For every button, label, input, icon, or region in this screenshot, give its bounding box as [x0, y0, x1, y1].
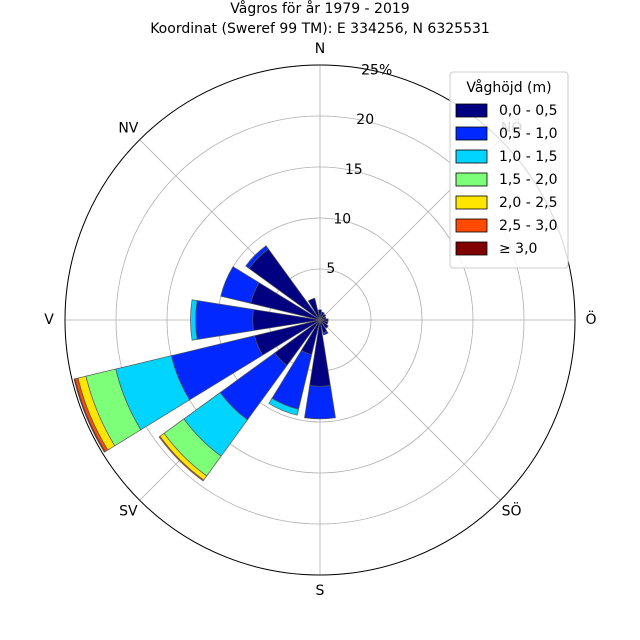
bar-segment-s-1 [304, 385, 336, 420]
radial-tick-label-5: 5 [326, 261, 335, 277]
chart-subtitle: Koordinat (Sweref 99 TM): E 334256, N 63… [150, 21, 490, 37]
bar-segment-ssv-2 [268, 397, 299, 416]
bar-segment-vnv-1 [220, 266, 260, 304]
polar-frame [64, 64, 576, 576]
legend-swatch-00-05 [455, 103, 488, 118]
legend-label-ge-30: ≥ 3,0 [499, 241, 537, 257]
radial-tick-label-10: 10 [333, 212, 351, 228]
legend-swatch-15-20 [455, 172, 488, 187]
legend-label-15-20: 1,5 - 2,0 [499, 172, 557, 188]
legend-swatch-10-15 [455, 149, 488, 164]
radial-tick-label-15: 15 [345, 162, 363, 178]
axis-labels: NNÖÖSÖSSVVNV510152025% [44, 41, 596, 599]
legend-swatch-05-10 [455, 126, 488, 141]
legend-swatch-ge-30 [455, 241, 488, 256]
legend-entries: 0,0 - 0,5 0,5 - 1,0 1,0 - 1,5 1,5 - 2,0 2,0 … [455, 103, 557, 257]
direction-label-sv: SV [119, 504, 138, 520]
bar-segment-v-1 [195, 300, 254, 340]
rose-bars [73, 245, 336, 482]
bar-segment-v-2 [190, 299, 198, 341]
direction-label-nv: NV [118, 120, 138, 136]
bar-segment-nv-1 [245, 245, 269, 269]
legend: Våghöjd (m) 0,0 - 0,5 0,5 - 1,0 1,0 - 1,5 1… [449, 71, 569, 269]
legend-title: Våghöjd (m) [466, 79, 551, 96]
legend-label-00-05: 0,0 - 0,5 [499, 103, 557, 119]
grid-spoke [319, 319, 501, 501]
bar-segment-sso-1 [322, 330, 329, 336]
bar-segment-nnv-0 [307, 297, 321, 321]
direction-label-so: SÖ [502, 502, 522, 520]
legend-label-10-15: 1,0 - 1,5 [499, 149, 557, 165]
legend-label-25-30: 2,5 - 3,0 [499, 218, 557, 234]
legend-swatch-25-30 [455, 218, 488, 233]
direction-label-n: N [315, 41, 325, 57]
direction-label-o: Ö [585, 310, 596, 328]
radial-tick-label-25: 25% [361, 62, 392, 78]
legend-swatch-20-25 [455, 195, 488, 210]
chart-title: Vågros för år 1979 - 2019 [230, 0, 409, 17]
bar-segment-sv-5 [158, 435, 205, 482]
legend-label-20-25: 2,0 - 2,5 [499, 195, 557, 211]
legend-box [449, 71, 569, 269]
radial-tick-label-20: 20 [356, 112, 374, 128]
legend-label-05-10: 0,5 - 1,0 [499, 126, 557, 142]
direction-label-s: S [316, 583, 325, 599]
direction-label-v: V [44, 312, 54, 328]
bar-segment-vsv-6 [73, 378, 106, 453]
